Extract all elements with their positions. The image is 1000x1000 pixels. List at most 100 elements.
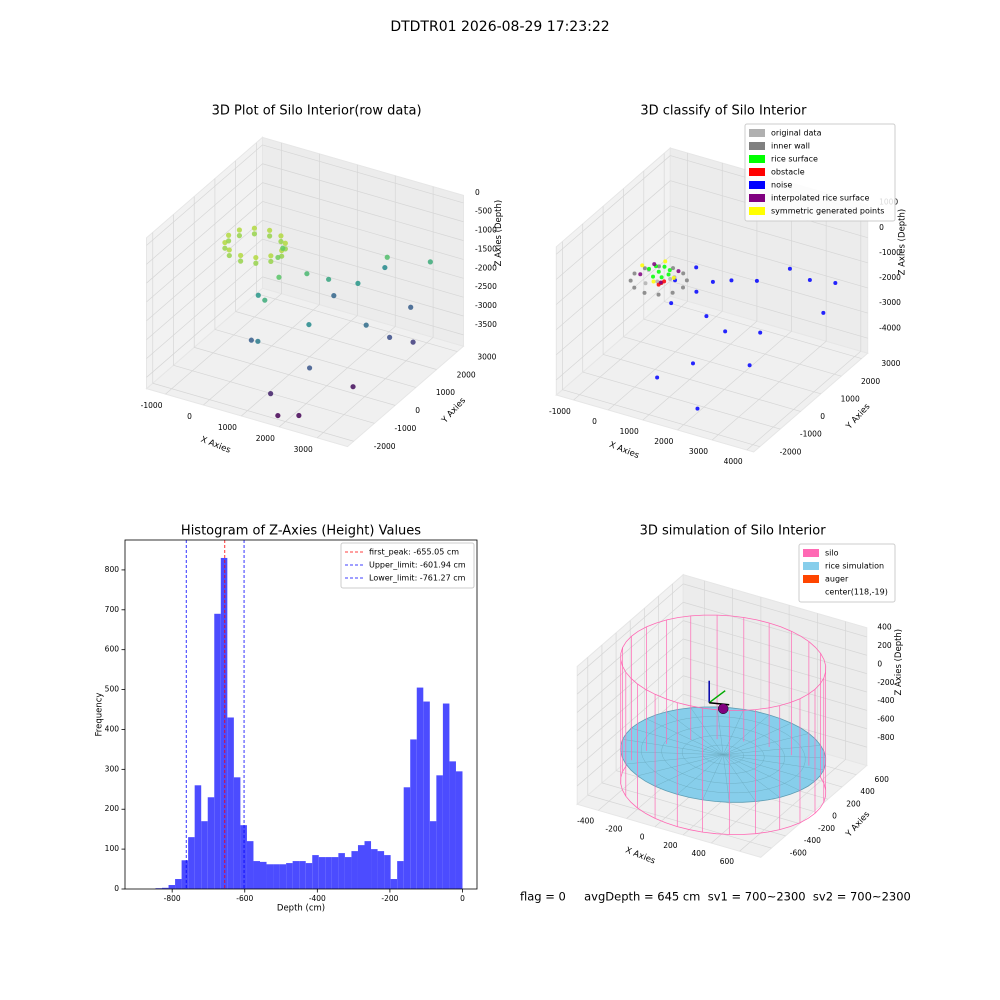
y-tick-label: 3000 <box>881 359 900 368</box>
subplot-title: 3D Plot of Silo Interior(row data) <box>212 104 422 119</box>
grid-line <box>677 330 792 431</box>
legend-label: rice simulation <box>825 562 884 571</box>
y-tick-label: 200 <box>105 804 120 813</box>
grid-line <box>576 638 684 732</box>
status-line: flag = 0 avgDepth = 645 cm sv1 = 700~230… <box>520 890 911 904</box>
point <box>363 322 369 328</box>
point <box>226 252 232 259</box>
grid-line <box>670 230 868 289</box>
y-tick-label: 0 <box>832 812 837 821</box>
point <box>638 272 643 277</box>
y-tick-label: -2000 <box>780 447 802 456</box>
point <box>807 277 812 282</box>
grid-line <box>316 337 434 439</box>
x-axis-label: X Axies <box>608 440 641 461</box>
y-tick-label: 0 <box>415 406 420 415</box>
grid-line <box>670 205 868 264</box>
grid-line <box>683 620 867 674</box>
rice-mesh <box>723 754 730 803</box>
point <box>643 281 648 286</box>
grid-line <box>262 144 464 204</box>
legend-swatch <box>803 575 819 583</box>
y-tick-label: 0 <box>114 884 119 893</box>
subplot-title: 3D classify of Silo Interior <box>640 104 807 119</box>
grid-line <box>683 583 867 638</box>
x-tick-label: 0 <box>460 894 465 903</box>
rice-mesh <box>723 733 809 755</box>
legend-label: inner wall <box>771 142 810 151</box>
point <box>668 276 673 281</box>
bar <box>449 761 456 889</box>
x-tick-label: -800 <box>164 894 181 903</box>
pane-back <box>262 136 464 347</box>
x-tick-label: 1000 <box>218 423 237 432</box>
bar <box>188 837 195 889</box>
grid-line <box>146 144 263 246</box>
point <box>268 391 274 397</box>
y-tick-label: 500 <box>105 685 120 694</box>
rice-mesh <box>637 754 724 777</box>
point <box>681 285 686 290</box>
z-axis-label: Z Axies (Depth) <box>894 629 904 696</box>
point <box>656 264 661 269</box>
rice-mesh <box>723 754 780 798</box>
y-tick-label: 1000 <box>436 388 455 397</box>
point <box>671 266 676 271</box>
point <box>747 363 752 368</box>
point <box>662 279 667 284</box>
z-tick-label: -400 <box>877 696 894 705</box>
rice-mesh <box>702 754 724 801</box>
grid-line <box>262 238 464 298</box>
grid-line <box>683 675 867 730</box>
y-tick-label: -1000 <box>800 430 822 439</box>
grid-line <box>235 311 437 370</box>
auger-arrow <box>708 690 726 704</box>
bar <box>305 863 313 889</box>
point <box>656 292 661 297</box>
point <box>355 280 361 286</box>
point <box>251 225 258 231</box>
auger <box>717 703 729 714</box>
rice-mesh <box>677 754 724 795</box>
grid-line <box>146 276 263 378</box>
point <box>642 266 647 271</box>
x-tick-label: -600 <box>236 894 253 903</box>
legend-label: rice surface <box>771 155 818 164</box>
rice-mesh <box>723 745 821 755</box>
grid-line <box>241 315 358 417</box>
grid-line <box>173 364 375 424</box>
point <box>833 280 838 285</box>
bar <box>253 861 260 889</box>
grid-line <box>214 329 416 388</box>
bar <box>286 863 293 889</box>
point <box>255 338 261 344</box>
bar <box>259 861 267 889</box>
rice-mesh <box>723 754 824 771</box>
legend-swatch <box>749 207 765 215</box>
legend-label: symmetric generated points <box>771 207 884 216</box>
bar <box>442 703 450 889</box>
grid-line <box>146 201 263 303</box>
point <box>267 233 273 239</box>
grid-line <box>642 320 758 421</box>
grid-line <box>556 155 671 255</box>
legend-swatch <box>749 168 765 176</box>
legend-label: obstacle <box>771 168 805 177</box>
x-tick-label: -1000 <box>549 407 571 416</box>
z-tick-label: 0 <box>475 188 480 197</box>
x-tick-label: 0 <box>640 833 645 842</box>
point <box>632 271 637 276</box>
z-tick-label: -2500 <box>475 282 497 291</box>
grid-line <box>262 182 464 241</box>
subplot-title: Histogram of Z-Axies (Height) Values <box>181 524 421 539</box>
point <box>222 245 228 251</box>
plot-frame <box>124 539 478 890</box>
grid-line <box>556 230 671 330</box>
grid-line <box>262 219 464 279</box>
grid-line <box>203 304 320 406</box>
x-tick-label: 3000 <box>294 445 313 454</box>
silo-top <box>620 614 827 711</box>
point <box>410 339 416 345</box>
bar <box>318 857 326 889</box>
bar <box>266 864 274 889</box>
